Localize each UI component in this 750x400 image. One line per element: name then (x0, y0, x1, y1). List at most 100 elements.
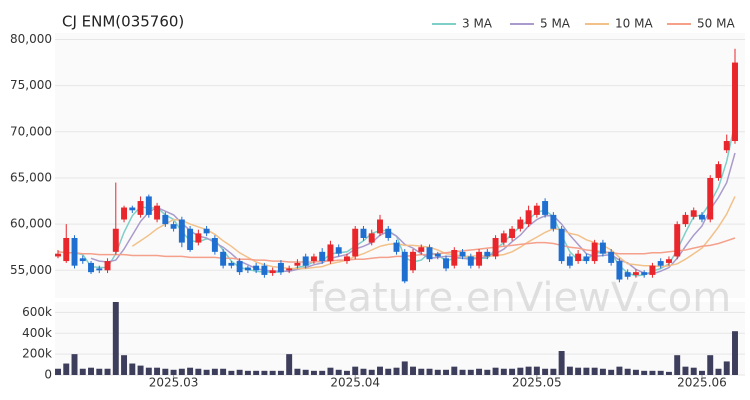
candle-body (121, 207, 128, 220)
ma-line (131, 196, 736, 270)
candle-body (162, 214, 169, 225)
volume-bar (154, 367, 161, 375)
watermark: feature.enViewV.com (309, 275, 731, 321)
candle-body (63, 237, 70, 262)
volume-bar (236, 369, 243, 375)
volume-bar (558, 351, 565, 375)
volume-bar (575, 367, 582, 375)
ma-line (57, 237, 736, 263)
x-tick-label: 2025.05 (512, 376, 562, 390)
candle-body (732, 62, 738, 142)
volume-tick-label: 200k (22, 347, 52, 361)
candle-body (203, 228, 210, 234)
candle-body (385, 228, 392, 238)
candle-body (649, 265, 656, 275)
volume-bar (261, 370, 268, 375)
volume-bar (410, 366, 416, 375)
candle-body (418, 247, 425, 252)
volume-bar (401, 361, 408, 375)
candle-body (88, 262, 94, 273)
volume-bar (294, 368, 301, 375)
volume-bar (583, 367, 590, 375)
volume-tick-label: 600k (22, 305, 52, 319)
candle-body (393, 242, 400, 252)
candle-body (170, 224, 177, 229)
candle-body (137, 201, 144, 215)
volume-bar (145, 367, 152, 375)
y-tick-label: 80,000 (10, 32, 52, 46)
candle-body (699, 214, 705, 220)
candle-body (467, 256, 474, 266)
candle-body (104, 261, 111, 271)
volume-bar (170, 369, 177, 375)
candle-body (566, 256, 573, 266)
candle-body (261, 265, 268, 275)
candle-body (220, 251, 227, 266)
volume-bar (286, 354, 293, 375)
volume-bar (566, 366, 573, 375)
volume-bar (500, 368, 507, 375)
volume-bar (525, 366, 532, 375)
volume-bar (616, 366, 623, 375)
volume-bar (732, 331, 738, 375)
candle-body (236, 261, 243, 273)
volume-bar (310, 370, 317, 375)
volume-bar (104, 368, 111, 375)
volume-bar (434, 369, 441, 375)
candle-body (145, 196, 152, 215)
candle-body (608, 251, 615, 263)
candle-body (707, 177, 714, 220)
candle-body (484, 251, 491, 257)
candle-body (294, 262, 301, 266)
candle-body (195, 233, 202, 243)
candle-body (632, 272, 639, 275)
candle-body (343, 256, 350, 262)
volume-bar (533, 366, 540, 375)
candle-body (599, 242, 606, 254)
candle-body (302, 256, 309, 266)
volume-bar (137, 365, 144, 375)
volume-bar (377, 366, 383, 375)
price-panel (55, 33, 745, 298)
volume-bar (550, 368, 557, 375)
volume-bar (484, 369, 491, 375)
volume-bar (211, 368, 218, 375)
volume-bar (269, 370, 276, 375)
candle-body (410, 251, 416, 271)
candle-body (154, 205, 161, 220)
volume-bar (319, 370, 326, 375)
candle-body (583, 256, 590, 262)
volume-bar (79, 368, 86, 375)
candle-body (509, 228, 516, 238)
volume-bar (187, 367, 194, 375)
volume-bar (63, 363, 70, 375)
candle-body (517, 219, 524, 229)
volume-bar (699, 370, 705, 375)
candle-body (641, 272, 648, 275)
volume-bar (71, 354, 78, 375)
volume-bar (443, 369, 450, 375)
volume-bar (352, 366, 359, 375)
volume-bar (608, 369, 615, 375)
candle-body (310, 256, 317, 262)
volume-bar (327, 367, 334, 375)
volume-bar (129, 363, 136, 375)
candle-body (244, 267, 251, 271)
volume-bar (682, 366, 689, 375)
candle-body (665, 259, 672, 263)
volume-bar (624, 368, 631, 375)
volume-bar (302, 369, 309, 375)
x-tick-label: 2025.04 (330, 376, 380, 390)
volume-bar (335, 369, 342, 375)
volume-bar (476, 368, 483, 375)
volume-bar (723, 361, 730, 375)
volume-bar (674, 355, 681, 375)
volume-bar (385, 368, 392, 375)
volume-bar (393, 367, 400, 375)
candle-body (96, 268, 103, 271)
candle-body (459, 251, 466, 257)
candle-body (187, 228, 194, 250)
volume-bar (195, 368, 202, 375)
volume-bar (228, 370, 235, 375)
